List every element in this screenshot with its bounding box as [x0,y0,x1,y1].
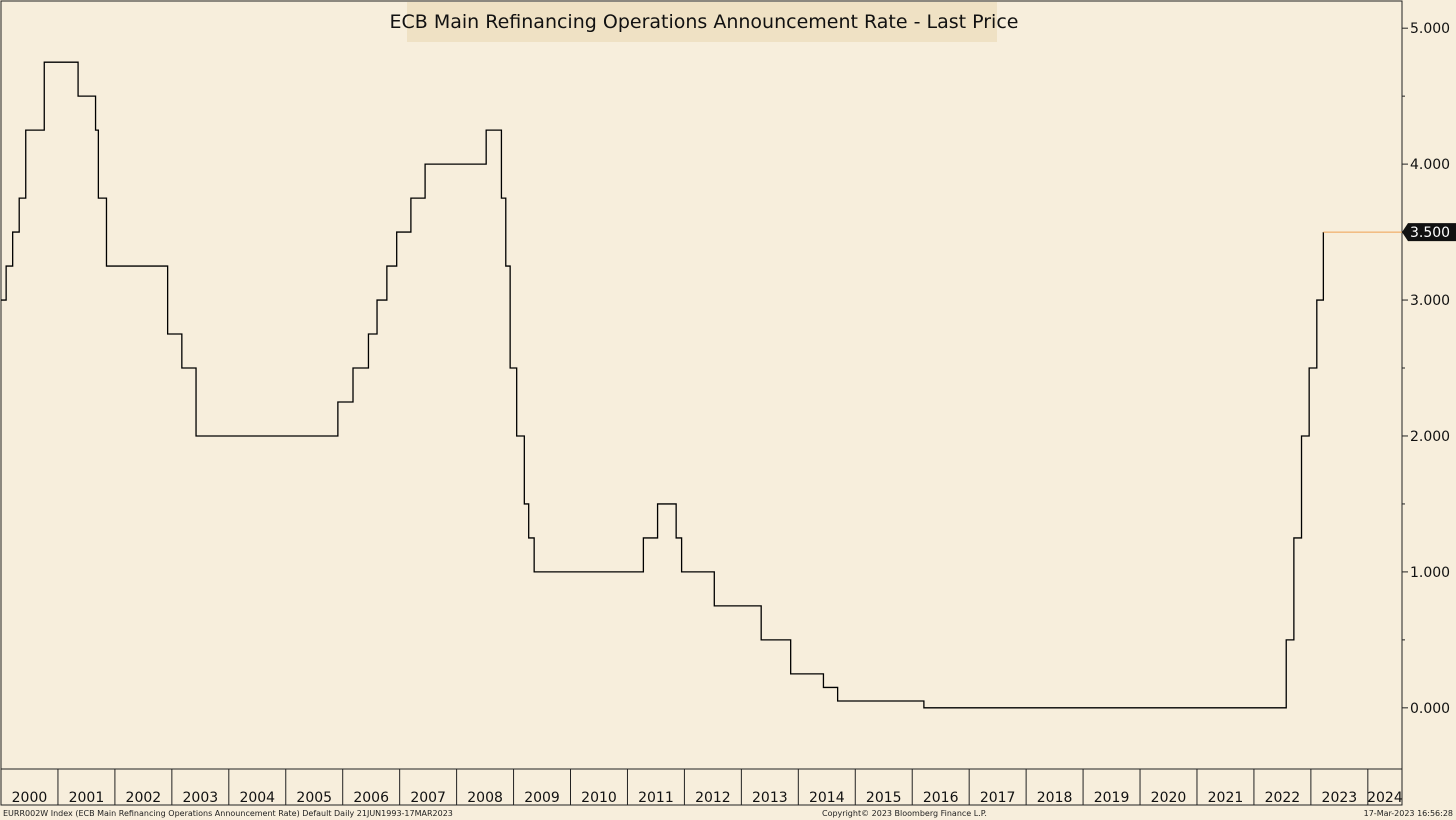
x-tick-label: 2016 [923,790,959,806]
x-tick-label: 2015 [866,790,902,806]
y-tick-label: 2.000 [1410,429,1450,445]
x-tick-label: 2023 [1322,790,1358,806]
y-tick-label: 0.000 [1410,701,1450,717]
x-tick-label: 2004 [239,790,275,806]
x-tick-label: 2017 [980,790,1016,806]
plot-frame [0,0,1403,806]
x-tick-label: 2002 [126,790,162,806]
x-tick-label: 2024 [1367,790,1403,806]
x-tick-label: 2014 [809,790,845,806]
x-tick-label: 2020 [1151,790,1187,806]
x-tick-label: 2011 [638,790,674,806]
x-tick-label: 2006 [353,790,389,806]
legend: ECB Main Refinancing Operations Announce… [390,2,1018,42]
footer-copyright: Copyright© 2023 Bloomberg Finance L.P. [822,809,987,818]
x-tick-label: 2012 [695,790,731,806]
x-tick-label: 2007 [410,790,446,806]
x-tick-label: 2000 [12,790,48,806]
x-tick-label: 2019 [1094,790,1130,806]
footer-source: EURR002W Index (ECB Main Refinancing Ope… [3,809,453,818]
x-tick-label: 2022 [1265,790,1301,806]
y-tick-label: 5.000 [1410,21,1450,37]
footer-timestamp: 17-Mar-2023 16:56:28 [1363,809,1453,818]
x-tick-label: 2001 [69,790,105,806]
x-tick-label: 2003 [183,790,219,806]
x-tick-label: 2018 [1037,790,1073,806]
last-value-box [1402,223,1456,242]
y-tick-label: 3.000 [1410,293,1450,309]
x-tick-label: 2021 [1208,790,1244,806]
x-tick-label: 2008 [467,790,503,806]
y-tick-label: 1.000 [1410,565,1450,581]
x-tick-label: 2010 [581,790,617,806]
y-tick-label: 4.000 [1410,157,1450,173]
last-value-label: 3.500 [1410,225,1450,241]
x-tick-label: 2013 [752,790,788,806]
legend-label: ECB Main Refinancing Operations Announce… [389,11,1019,33]
x-tick-label: 2009 [524,790,560,806]
series-line [1,61,1325,709]
x-tick-label: 2005 [296,790,332,806]
